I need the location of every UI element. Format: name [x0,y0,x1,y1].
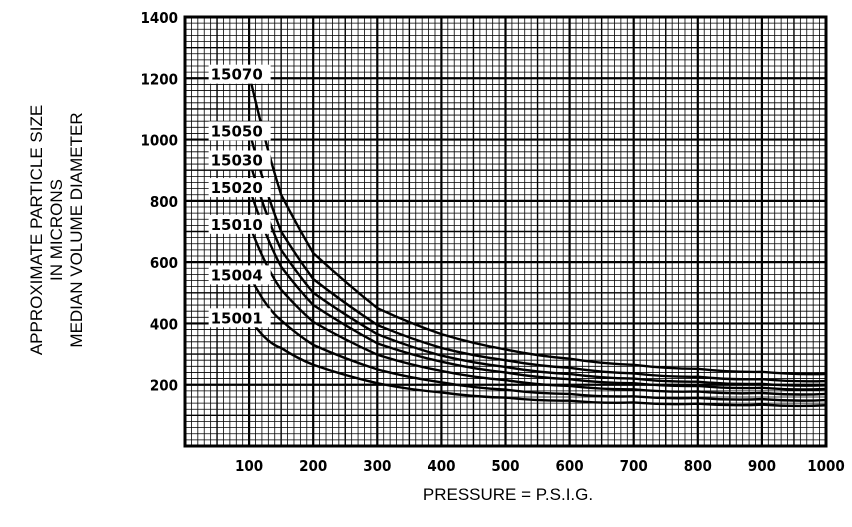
y-axis-title: APPROXIMATE PARTICLE SIZE IN MICRONS MED… [27,105,86,355]
y-tick-label: 1000 [140,132,178,150]
tick-labels: 100 200 300 400 500 600 700 800 900 1000 200 400 600… [140,9,844,475]
curve-label-bg [208,214,271,234]
curve-label-bg [208,308,271,328]
y-tick-label: 600 [150,254,178,272]
x-tick-label: 1000 [807,457,845,475]
series-line-15010 [247,223,827,396]
series-line-15070 [247,73,827,376]
x-tick-label: 500 [491,457,519,475]
y-axis-title-line-1: APPROXIMATE PARTICLE SIZE [27,105,46,355]
y-tick-label: 1400 [140,9,178,27]
x-tick-label: 200 [299,457,327,475]
x-tick-label: 800 [684,457,712,475]
curve-label-15020: 15020 [211,179,263,197]
curve-label-bg [208,64,271,84]
curve-label-bg [208,178,271,198]
curve-label-bg [208,265,271,285]
series-layer [247,73,827,408]
curve-label-15050: 15050 [211,122,263,140]
series-line-15001 [248,316,827,408]
curve-label-bg [208,150,271,170]
series-line-15030 [247,159,827,387]
y-axis-title-line-2: IN MICRONS [47,179,66,281]
y-tick-label: 400 [150,315,178,333]
curve-label-15010: 15010 [211,216,263,234]
y-tick-label: 200 [150,377,178,395]
x-tick-label: 900 [748,457,776,475]
y-tick-label: 1200 [140,70,178,88]
x-tick-label: 600 [556,457,584,475]
x-tick-label: 100 [235,457,263,475]
series-line-15004 [248,273,827,402]
curve-label-15001: 15001 [211,309,263,327]
y-axis-title-line-3: MEDIAN VOLUME DIAMETER [67,112,86,347]
y-tick-label: 800 [150,193,178,211]
curve-label-15070: 15070 [211,66,263,84]
x-tick-label: 700 [620,457,648,475]
curve-label-15004: 15004 [211,266,263,284]
series-line-15050 [247,130,827,383]
x-axis-title: PRESSURE = P.S.I.G. [423,485,593,504]
series-line-15020 [247,186,827,391]
x-tick-label: 400 [427,457,455,475]
plot-frame [183,15,828,448]
curve-labels: 15070 15050 15030 15020 15010 15004 15001 [208,64,271,328]
curve-label-15030: 15030 [211,151,263,169]
curve-label-bg [208,121,271,141]
x-tick-label: 300 [363,457,391,475]
